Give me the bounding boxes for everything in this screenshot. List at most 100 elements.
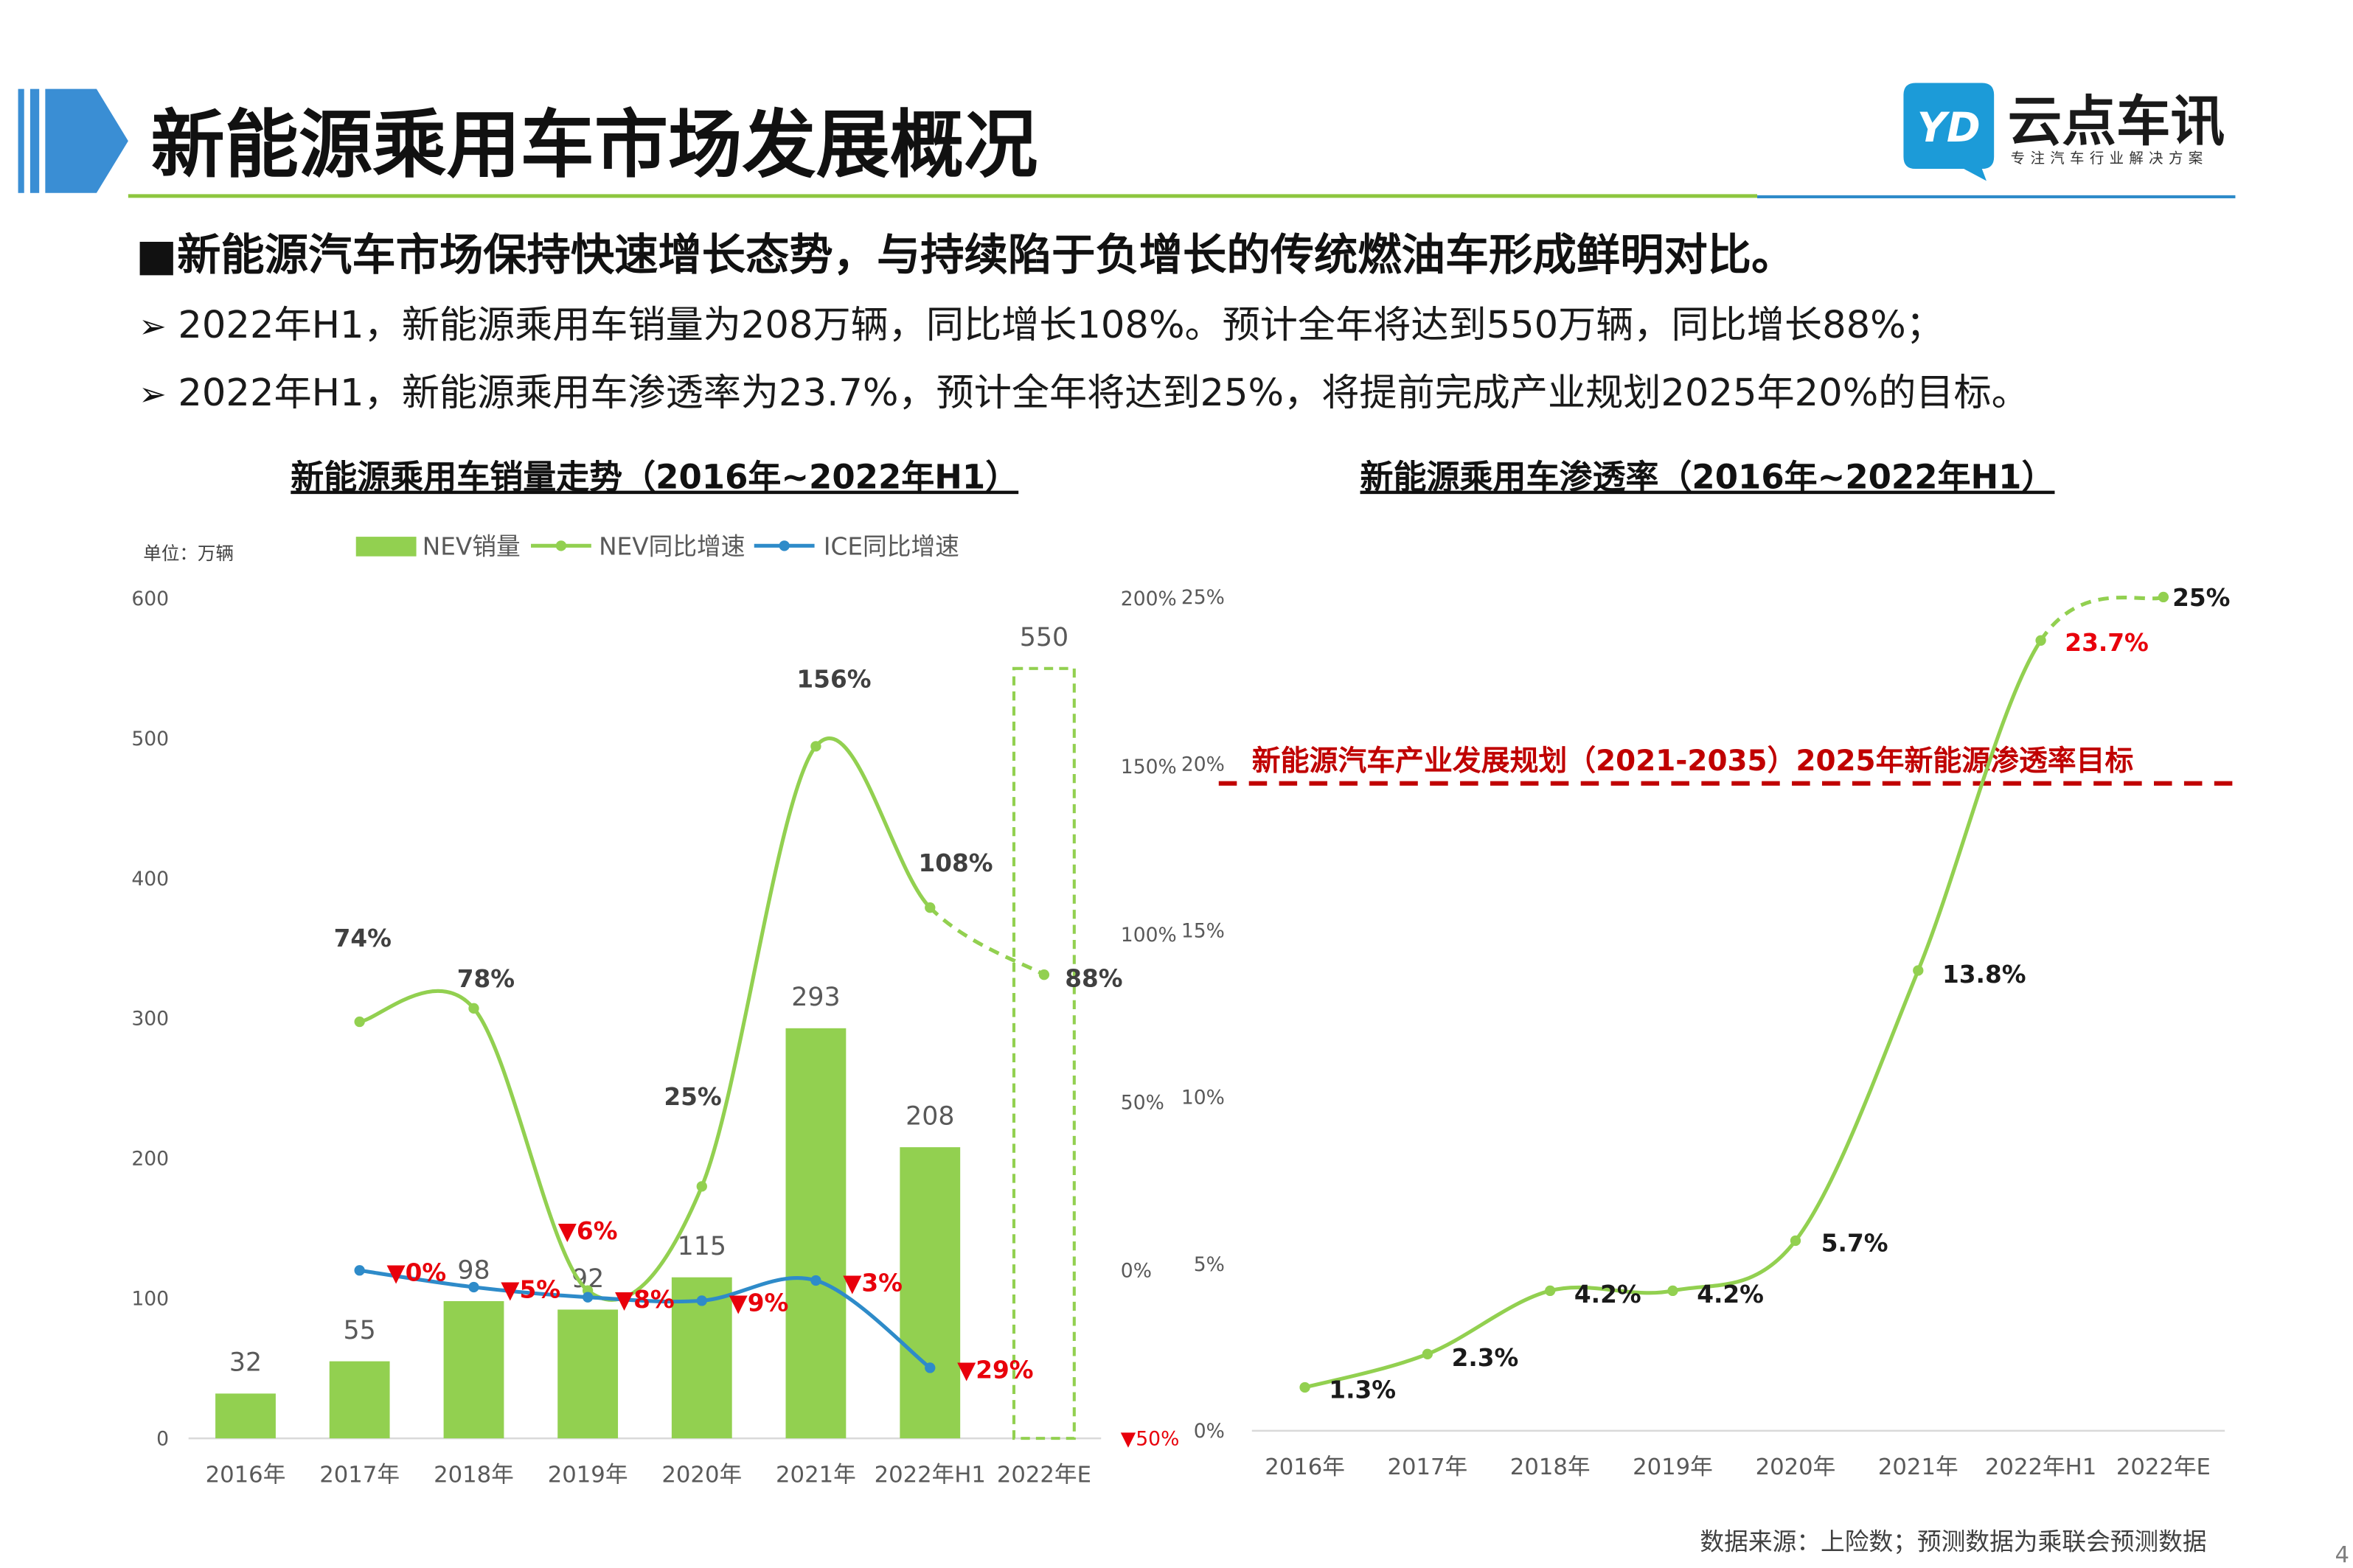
legend-label-nev-sales: NEV销量 (423, 533, 521, 561)
penetration-point (2158, 591, 2169, 603)
bar-value-label: 293 (791, 983, 840, 1012)
target-label: 新能源汽车产业发展规划（2021-2035）2025年新能源渗透率目标 (1252, 745, 2134, 778)
section-marker-icon (18, 88, 128, 193)
y-axis-tick-label: 10% (1181, 1087, 1225, 1109)
ice-growth-point (582, 1292, 594, 1303)
right-axis-tick-label: 200% (1121, 588, 1177, 610)
ice-growth-label: ▼8% (615, 1286, 675, 1314)
penetration-point (1913, 965, 1924, 976)
penetration-label: 2.3% (1452, 1344, 1519, 1372)
bar-value-label: 115 (678, 1232, 726, 1261)
summary-heading: ■新能源汽车市场保持快速增长态势，与持续陷于负增长的传统燃油车形成鲜明对比。 (136, 229, 1795, 280)
unit-label: 单位：万辆 (143, 543, 234, 564)
nev-growth-point (354, 1016, 365, 1028)
penetration-line (1304, 639, 2043, 1390)
x-axis-tick-label: 2020年 (661, 1462, 742, 1488)
nev-growth-label: 74% (334, 924, 392, 952)
marker-stripe (18, 88, 24, 193)
nev-growth-label: 25% (664, 1083, 721, 1111)
y-axis-tick-label: 25% (1181, 586, 1225, 609)
chart1-title: 新能源乘用车销量走势（2016年~2022年H1） (291, 458, 1018, 497)
x-axis-tick-label: 2020年 (1756, 1454, 1836, 1480)
bullet-text: 2022年H1，新能源乘用车渗透率为23.7%，预计全年将达到25%，将提前完成… (178, 372, 2029, 415)
x-axis-tick-label: 2022年H1 (1985, 1454, 2096, 1480)
penetration-point (1667, 1285, 1678, 1297)
bullet-marker-icon: ➢ (139, 307, 167, 346)
forecast-bar (1012, 666, 1076, 1440)
nev-growth-point (696, 1181, 707, 1192)
left-axis-tick-label: 500 (131, 728, 169, 750)
nev-growth-label: 78% (457, 965, 515, 993)
logo-mark: YD (1917, 105, 1981, 152)
x-axis-tick-label: 2018年 (1510, 1454, 1591, 1480)
bar (329, 1361, 390, 1439)
x-axis-tick-label: 2018年 (434, 1462, 514, 1488)
ice-growth-label: ▼0% (386, 1259, 446, 1287)
legend-marker-ice-growth (779, 540, 790, 551)
nev-growth-point (1038, 969, 1050, 980)
bar (215, 1393, 276, 1439)
x-axis-tick-label: 2021年 (1878, 1454, 1958, 1480)
penetration-point (2035, 635, 2046, 646)
nev-growth-forecast-line (928, 906, 1046, 977)
x-axis-tick-label: 2022年E (2116, 1454, 2211, 1480)
x-axis-tick-label: 2022年E (997, 1462, 1091, 1488)
marker-stripe (29, 88, 40, 193)
bar (557, 1309, 619, 1439)
right-axis-tick-label: 150% (1121, 756, 1177, 778)
left-axis-tick-label: 0 (156, 1427, 169, 1450)
brand-name: 云点车讯 (2008, 91, 2225, 153)
bar-value-label: 98 (457, 1255, 490, 1285)
ice-growth-label: ▼29% (957, 1356, 1033, 1384)
bar-value-label: 208 (906, 1102, 954, 1132)
penetration-point (1299, 1381, 1310, 1393)
page-number: 4 (2335, 1542, 2349, 1568)
nev-growth-label: 108% (918, 849, 993, 877)
brand-slogan: 专注汽车行业解决方案 (2011, 150, 2208, 167)
penetration-chart: 25% 20% 15% 10% 5% 0% 2016年 2017年 2018年 2019年 2020… (1181, 584, 2233, 1480)
penetration-label: 4.2% (1574, 1280, 1641, 1309)
bar (900, 1147, 961, 1439)
legend-swatch-nev-sales (355, 537, 417, 557)
nev-growth-label: 88% (1065, 965, 1122, 993)
left-axis-tick-label: 100 (131, 1288, 169, 1311)
data-source-note: 数据来源：上险数；预测数据为乘联会预测数据 (1700, 1527, 2206, 1555)
y-axis-tick-label: 20% (1181, 753, 1225, 776)
right-axis-tick-label: 100% (1121, 924, 1177, 947)
ice-growth-point (696, 1295, 707, 1306)
summary-bullet: ➢ 2022年H1，新能源乘用车销量为208万辆，同比增长108%。预计全年将达… (139, 304, 1944, 347)
ice-growth-label: ▼5% (501, 1275, 560, 1303)
x-axis-tick-label: 2017年 (319, 1462, 400, 1488)
y-axis-tick-label: 5% (1194, 1253, 1225, 1276)
brand-logo: YD 云点车讯 专注汽车行业解决方案 (1903, 83, 2225, 181)
penetration-label: 5.7% (1821, 1229, 1888, 1257)
penetration-label: 13.8% (1942, 961, 2026, 989)
penetration-forecast-line (2039, 595, 2164, 642)
x-axis-tick-label: 2022年H1 (875, 1462, 986, 1488)
right-axis-tick-label: 50% (1121, 1092, 1164, 1115)
summary-bullet: ➢ 2022年H1，新能源乘用车渗透率为23.7%，预计全年将达到25%，将提前… (139, 372, 2029, 415)
legend-label-nev-growth: NEV同比增速 (599, 533, 745, 561)
y-axis-tick-label: 15% (1181, 919, 1225, 942)
x-axis-tick-label: 2017年 (1388, 1454, 1468, 1480)
ice-growth-point (810, 1275, 821, 1286)
ice-growth-point (925, 1362, 936, 1373)
nev-growth-point (925, 902, 936, 913)
penetration-point (1790, 1235, 1801, 1247)
marker-arrow (45, 88, 128, 193)
ice-growth-point (468, 1281, 479, 1293)
nev-growth-label: 156% (796, 666, 871, 694)
bar (785, 1028, 847, 1439)
nev-growth-label: ▼6% (558, 1217, 618, 1245)
penetration-label: 23.7% (2065, 629, 2149, 657)
penetration-label: 1.3% (1329, 1376, 1396, 1404)
bar-value-label: 550 (1020, 623, 1068, 652)
penetration-label: 4.2% (1697, 1280, 1764, 1309)
left-axis-tick-label: 600 (131, 588, 169, 610)
sales-chart: 单位：万辆 NEV销量 NEV同比增速 ICE同比增速 600 500 400 300 200 1… (131, 533, 1179, 1488)
x-axis-tick-label: 2016年 (1265, 1454, 1345, 1480)
legend-marker-nev-growth (555, 540, 567, 551)
y-axis-tick-label: 0% (1194, 1420, 1225, 1443)
nev-growth-point (810, 741, 821, 752)
